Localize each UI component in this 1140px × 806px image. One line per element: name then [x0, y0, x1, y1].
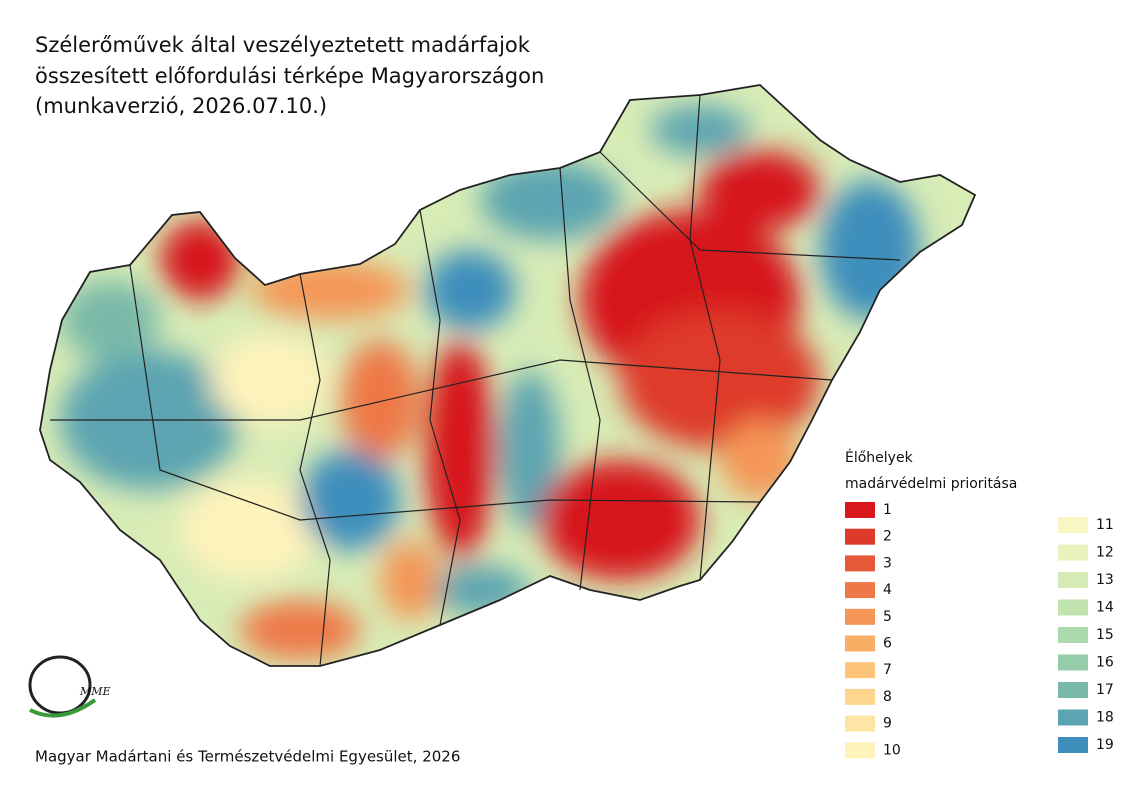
logo: MME [28, 655, 111, 718]
legend-label: 2 [883, 529, 892, 545]
logo-text: MME [79, 685, 111, 698]
legend-swatch [845, 502, 875, 518]
legend-swatch [1058, 709, 1088, 726]
legend-swatch [1058, 517, 1088, 533]
map-surface [40, 85, 975, 666]
legend-swatch [1058, 572, 1088, 588]
country-border [39, 84, 977, 667]
legend-label: 16 [1096, 655, 1114, 671]
legend-swatch [1058, 599, 1088, 616]
legend-label: 4 [883, 582, 892, 598]
footer: Magyar Madártani és Természetvédelmi Egy… [35, 748, 460, 766]
legend-label: 13 [1096, 572, 1114, 588]
title-line: Szélerőművek által veszélyeztetett madár… [35, 33, 531, 57]
legend-label: 10 [883, 742, 901, 758]
legend-title: Élőhelyek [845, 449, 914, 466]
title-line: összesített előfordulási térképe Magyaro… [35, 64, 544, 88]
legend-title: madárvédelmi prioritása [845, 476, 1017, 492]
legend-swatch [845, 608, 875, 625]
legend-swatch [1058, 737, 1088, 753]
title-line: (munkaverzió, 2026.07.10.) [35, 94, 327, 118]
legend-label: 8 [883, 689, 892, 705]
county-borders [50, 94, 901, 667]
legend-swatch [845, 528, 875, 545]
legend-label: 15 [1096, 627, 1114, 643]
legend-label: 3 [883, 555, 892, 571]
legend-label: 1 [883, 502, 892, 518]
legend-label: 12 [1096, 545, 1114, 561]
legend-swatch [1058, 682, 1088, 698]
legend-label: 18 [1096, 710, 1114, 726]
legend-label: 11 [1096, 517, 1114, 533]
legend-label: 17 [1096, 682, 1114, 698]
legend-swatch [845, 688, 875, 705]
legend-label: 5 [883, 609, 892, 625]
legend-swatch [845, 742, 875, 759]
legend-label: 7 [883, 662, 892, 678]
legend-swatch [845, 582, 875, 599]
legend-swatch [845, 662, 875, 679]
legend-swatch [1058, 627, 1088, 643]
legend-swatch [1058, 654, 1088, 671]
legend-swatch [845, 715, 875, 732]
legend-swatch [845, 635, 875, 652]
legend-label: 19 [1096, 737, 1114, 753]
legend-label: 14 [1096, 600, 1114, 616]
legend-swatch [1058, 544, 1088, 561]
legend-swatch [845, 555, 875, 572]
legend-label: 6 [883, 636, 892, 652]
legend-label: 9 [883, 716, 892, 732]
